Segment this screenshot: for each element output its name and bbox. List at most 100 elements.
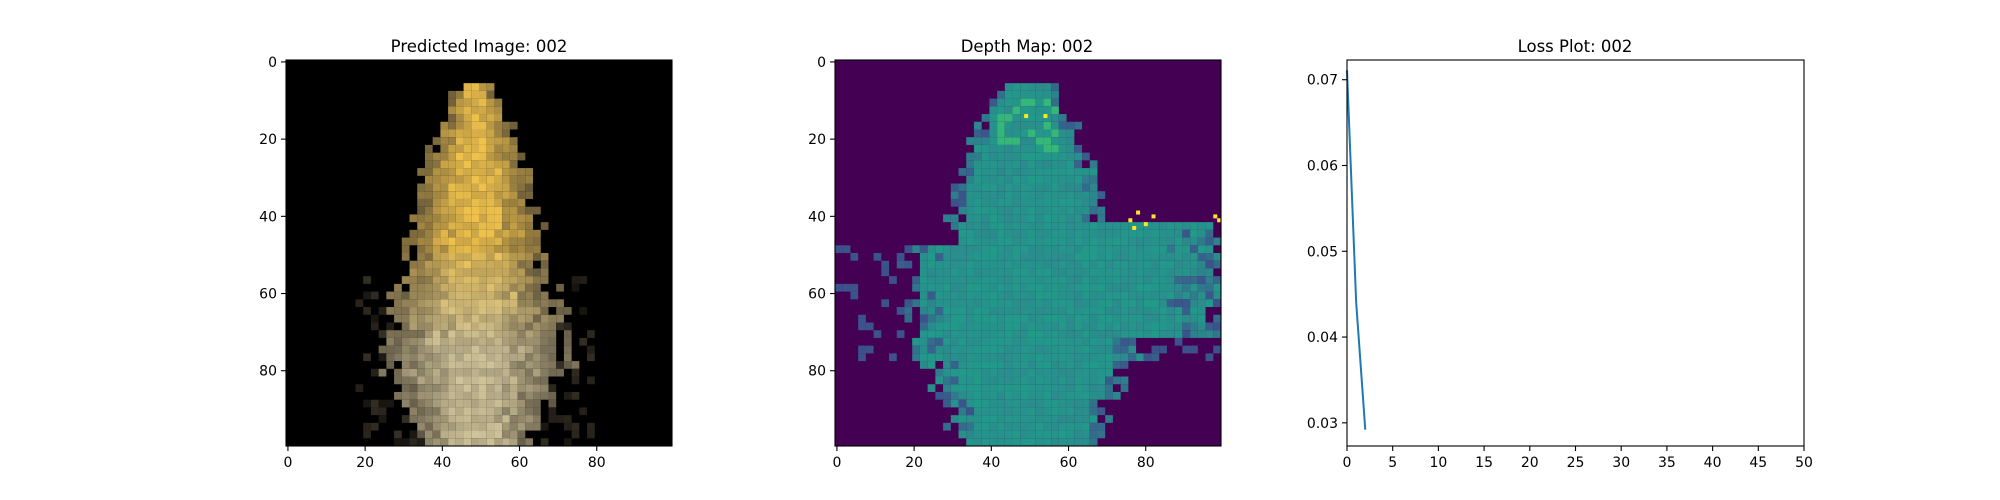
image-pixel: [548, 322, 557, 331]
depth-pixel: [1213, 299, 1221, 308]
depth-pixel: [1058, 129, 1067, 138]
image-pixel: [463, 106, 472, 115]
depth-pixel: [1174, 268, 1183, 277]
image-pixel: [556, 322, 564, 331]
image-pixel: [486, 345, 495, 354]
image-pixel: [486, 260, 495, 269]
depth-pixel: [1082, 376, 1090, 385]
depth-pixel: [1089, 307, 1098, 315]
image-pixel: [432, 283, 441, 292]
image-pixel: [563, 307, 572, 315]
image-pixel: [455, 361, 464, 369]
depth-pixel: [1205, 283, 1214, 292]
depth-pixel: [1058, 391, 1067, 400]
image-pixel: [479, 114, 487, 122]
depth-pixel: [989, 361, 998, 369]
image-pixel: [432, 183, 441, 192]
image-pixel: [494, 106, 503, 115]
depth-pixel: [1128, 299, 1137, 308]
image-pixel: [563, 438, 572, 446]
depth-pixel: [1035, 129, 1044, 138]
image-pixel: [409, 299, 418, 308]
depth-pixel: [1051, 168, 1059, 176]
image-pixel: [548, 415, 557, 423]
depth-pixel: [950, 291, 959, 300]
depth-pixel: [966, 237, 974, 246]
image-pixel: [463, 399, 472, 408]
image-pixel: [479, 198, 487, 207]
image-pixel: [479, 121, 487, 130]
depth-pixel: [919, 353, 928, 362]
depth-pixel: [981, 191, 990, 199]
image-pixel: [494, 276, 503, 284]
depth-pixel: [1136, 314, 1144, 323]
image-pixel: [463, 322, 472, 331]
depth-pixel: [1097, 260, 1106, 269]
depth-pixel: [1197, 283, 1206, 292]
image-pixel: [440, 399, 449, 408]
depth-pixel: [981, 345, 990, 354]
image-pixel: [432, 222, 441, 230]
x-tick-label: 35: [1658, 455, 1676, 471]
image-pixel: [409, 291, 418, 300]
image-pixel: [479, 430, 487, 439]
depth-pixel: [1028, 361, 1036, 369]
depth-pixel: [1112, 307, 1121, 315]
depth-pixel: [1089, 399, 1098, 408]
image-pixel: [556, 368, 564, 377]
image-pixel: [540, 337, 549, 346]
depth-pixel: [1004, 307, 1013, 315]
depth-pixel: [989, 368, 998, 377]
depth-pixel: [950, 299, 959, 308]
depth-pixel: [1143, 229, 1152, 238]
depth-pixel: [943, 353, 951, 362]
depth-pixel: [1089, 291, 1098, 300]
image-pixel: [455, 253, 464, 261]
image-pixel: [479, 415, 487, 423]
image-pixel: [517, 222, 526, 230]
depth-pixel: [1066, 152, 1075, 161]
depth-pixel: [1012, 299, 1021, 308]
image-pixel: [502, 415, 510, 423]
depth-pixel: [1051, 245, 1059, 253]
depth-pixel: [1058, 291, 1067, 300]
image-pixel: [417, 399, 425, 408]
image-pixel: [448, 121, 456, 130]
depth-pixel: [1004, 137, 1013, 145]
image-pixel: [448, 368, 456, 377]
depth-pixel: [835, 245, 843, 253]
image-pixel: [509, 168, 518, 176]
depth-pixel: [1035, 368, 1044, 377]
depth-pixel: [943, 260, 951, 269]
depth-pixel: [1082, 314, 1090, 323]
image-pixel: [479, 422, 487, 431]
x-tick-label: 60: [511, 455, 529, 471]
depth-pixel: [1004, 407, 1013, 416]
depth-pixel: [1174, 260, 1183, 269]
image-pixel: [432, 415, 441, 423]
image-pixel: [424, 268, 433, 277]
depth-pixel: [927, 353, 936, 362]
image-pixel: [424, 214, 433, 223]
depth-pixel: [1197, 314, 1206, 323]
image-pixel: [463, 214, 472, 223]
depth-pixel: [927, 260, 936, 269]
depth-pixel: [966, 361, 974, 369]
image-pixel: [471, 214, 479, 223]
depth-pixel: [1058, 276, 1067, 284]
depth-pixel: [1128, 322, 1137, 331]
depth-pixel: [943, 253, 951, 261]
depth-pixel: [1004, 98, 1013, 107]
depth-map-image: [835, 60, 1222, 446]
depth-pixel: [1174, 307, 1183, 315]
depth-pixel: [1066, 268, 1075, 277]
depth-pixel: [1028, 384, 1036, 392]
image-pixel: [502, 137, 510, 145]
depth-pixel: [935, 368, 944, 377]
image-pixel: [494, 129, 503, 138]
depth-pixel: [1174, 322, 1183, 331]
depth-pixel: [1190, 245, 1198, 253]
image-pixel: [517, 330, 526, 338]
depth-pixel: [1012, 438, 1021, 446]
depth-pixel: [1074, 345, 1083, 354]
